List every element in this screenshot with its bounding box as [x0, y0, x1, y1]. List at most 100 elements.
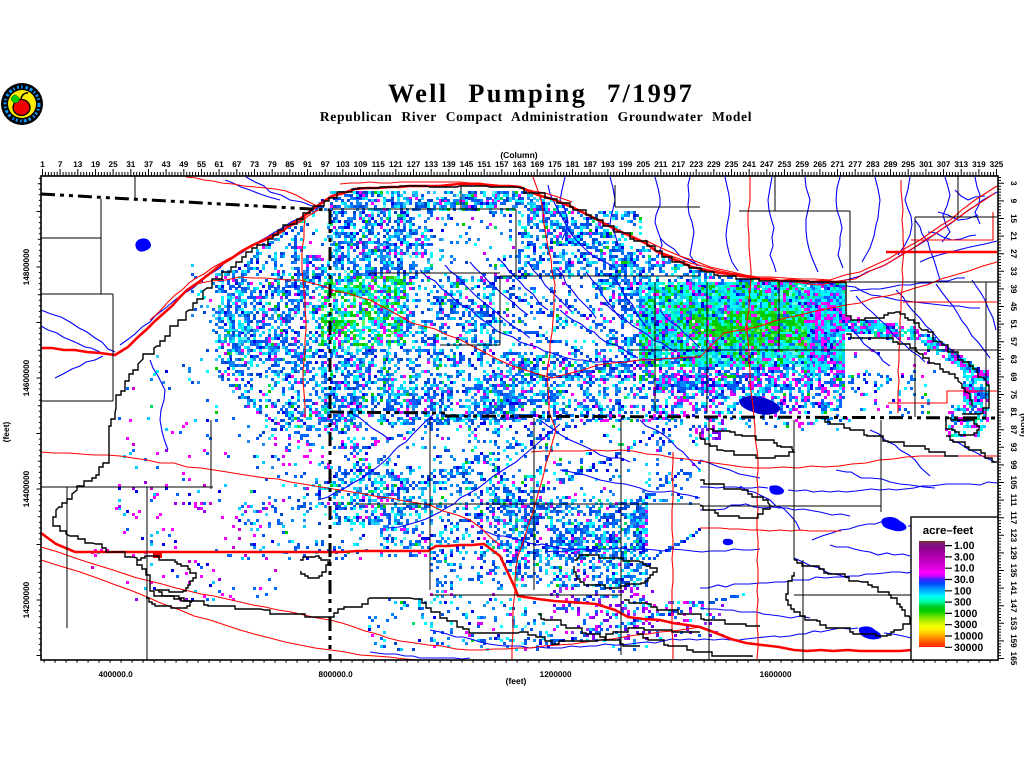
- svg-text:81: 81: [1009, 408, 1018, 418]
- svg-text:400000.0: 400000.0: [99, 670, 134, 679]
- svg-text:205: 205: [636, 160, 650, 169]
- svg-text:241: 241: [742, 160, 756, 169]
- svg-text:129: 129: [1009, 546, 1018, 560]
- svg-text:235: 235: [725, 160, 739, 169]
- svg-text:187: 187: [583, 160, 597, 169]
- svg-text:37: 37: [144, 160, 154, 169]
- svg-text:31: 31: [126, 160, 136, 169]
- svg-text:123: 123: [1009, 528, 1018, 542]
- svg-text:27: 27: [1009, 249, 1018, 259]
- svg-text:133: 133: [424, 160, 438, 169]
- svg-text:97: 97: [321, 160, 331, 169]
- svg-text:30.0: 30.0: [954, 574, 975, 586]
- svg-text:49: 49: [179, 160, 189, 169]
- svg-text:159: 159: [1009, 634, 1018, 648]
- svg-text:91: 91: [303, 160, 313, 169]
- svg-text:283: 283: [866, 160, 880, 169]
- svg-text:175: 175: [548, 160, 562, 169]
- svg-text:25: 25: [109, 160, 119, 169]
- svg-text:1000: 1000: [954, 608, 978, 620]
- svg-text:1: 1: [40, 160, 45, 169]
- svg-text:217: 217: [672, 160, 686, 169]
- svg-text:69: 69: [1009, 372, 1018, 382]
- svg-text:acre–feet: acre–feet: [923, 525, 974, 537]
- svg-text:19: 19: [91, 160, 101, 169]
- svg-text:259: 259: [795, 160, 809, 169]
- svg-text:10000: 10000: [954, 631, 983, 643]
- svg-text:181: 181: [566, 160, 580, 169]
- svg-text:271: 271: [831, 160, 845, 169]
- svg-text:67: 67: [232, 160, 242, 169]
- svg-text:63: 63: [1009, 355, 1018, 365]
- svg-text:85: 85: [285, 160, 295, 169]
- svg-text:800000.0: 800000.0: [319, 670, 354, 679]
- svg-text:79: 79: [268, 160, 278, 169]
- svg-text:277: 277: [848, 160, 862, 169]
- svg-text:111: 111: [1009, 494, 1018, 507]
- svg-text:73: 73: [250, 160, 260, 169]
- svg-text:21: 21: [1009, 232, 1018, 242]
- svg-text:61: 61: [215, 160, 225, 169]
- svg-text:1200000: 1200000: [540, 670, 572, 679]
- svg-text:265: 265: [813, 160, 827, 169]
- svg-text:13: 13: [73, 160, 83, 169]
- svg-text:(Column): (Column): [500, 150, 537, 160]
- svg-text:325: 325: [990, 160, 1004, 169]
- svg-text:3: 3: [1009, 181, 1018, 186]
- svg-text:1600000: 1600000: [760, 670, 792, 679]
- svg-text:199: 199: [619, 160, 633, 169]
- svg-text:(feet): (feet): [506, 676, 527, 686]
- svg-text:30000: 30000: [954, 642, 983, 654]
- svg-text:139: 139: [442, 160, 456, 169]
- svg-text:105: 105: [1009, 476, 1018, 490]
- svg-text:117: 117: [1009, 511, 1018, 525]
- svg-text:14200000: 14200000: [22, 581, 31, 618]
- svg-text:43: 43: [162, 160, 172, 169]
- svg-text:100: 100: [954, 585, 972, 597]
- svg-text:99: 99: [1009, 460, 1018, 470]
- svg-text:109: 109: [354, 160, 368, 169]
- svg-text:145: 145: [460, 160, 474, 169]
- svg-text:300: 300: [954, 597, 972, 609]
- svg-text:7: 7: [58, 160, 63, 169]
- svg-text:163: 163: [513, 160, 527, 169]
- svg-text:165: 165: [1009, 652, 1018, 666]
- svg-text:121: 121: [389, 160, 403, 169]
- svg-text:151: 151: [477, 160, 491, 169]
- svg-text:103: 103: [336, 160, 350, 169]
- svg-text:87: 87: [1009, 425, 1018, 435]
- svg-text:295: 295: [901, 160, 915, 169]
- svg-text:Republican River Compact Admin: Republican River Compact Administration …: [320, 109, 752, 124]
- svg-text:301: 301: [919, 160, 933, 169]
- svg-text:289: 289: [884, 160, 898, 169]
- svg-text:14400000: 14400000: [22, 470, 31, 507]
- svg-text:169: 169: [530, 160, 544, 169]
- svg-text:15: 15: [1009, 214, 1018, 224]
- svg-text:193: 193: [601, 160, 615, 169]
- svg-text:157: 157: [495, 160, 509, 169]
- svg-text:3000: 3000: [954, 619, 978, 631]
- svg-text:223: 223: [689, 160, 703, 169]
- svg-text:33: 33: [1009, 267, 1018, 277]
- svg-text:(feet): (feet): [1, 421, 11, 442]
- svg-text:141: 141: [1009, 581, 1018, 595]
- svg-text:229: 229: [707, 160, 721, 169]
- svg-text:Well Pumping 7/1997: Well Pumping 7/1997: [388, 78, 694, 108]
- svg-text:313: 313: [954, 160, 968, 169]
- svg-text:(Row): (Row): [1019, 413, 1024, 437]
- svg-text:93: 93: [1009, 443, 1018, 453]
- svg-text:57: 57: [1009, 337, 1018, 347]
- svg-text:1.00: 1.00: [954, 540, 975, 552]
- svg-text:307: 307: [937, 160, 951, 169]
- svg-text:253: 253: [778, 160, 792, 169]
- svg-text:55: 55: [197, 160, 207, 169]
- svg-text:319: 319: [972, 160, 986, 169]
- svg-text:211: 211: [654, 160, 668, 169]
- svg-text:75: 75: [1009, 390, 1018, 400]
- svg-text:127: 127: [407, 160, 421, 169]
- svg-text:9: 9: [1009, 199, 1018, 204]
- svg-text:147: 147: [1009, 599, 1018, 613]
- svg-text:51: 51: [1009, 320, 1018, 330]
- svg-text:247: 247: [760, 160, 774, 169]
- svg-text:45: 45: [1009, 302, 1018, 312]
